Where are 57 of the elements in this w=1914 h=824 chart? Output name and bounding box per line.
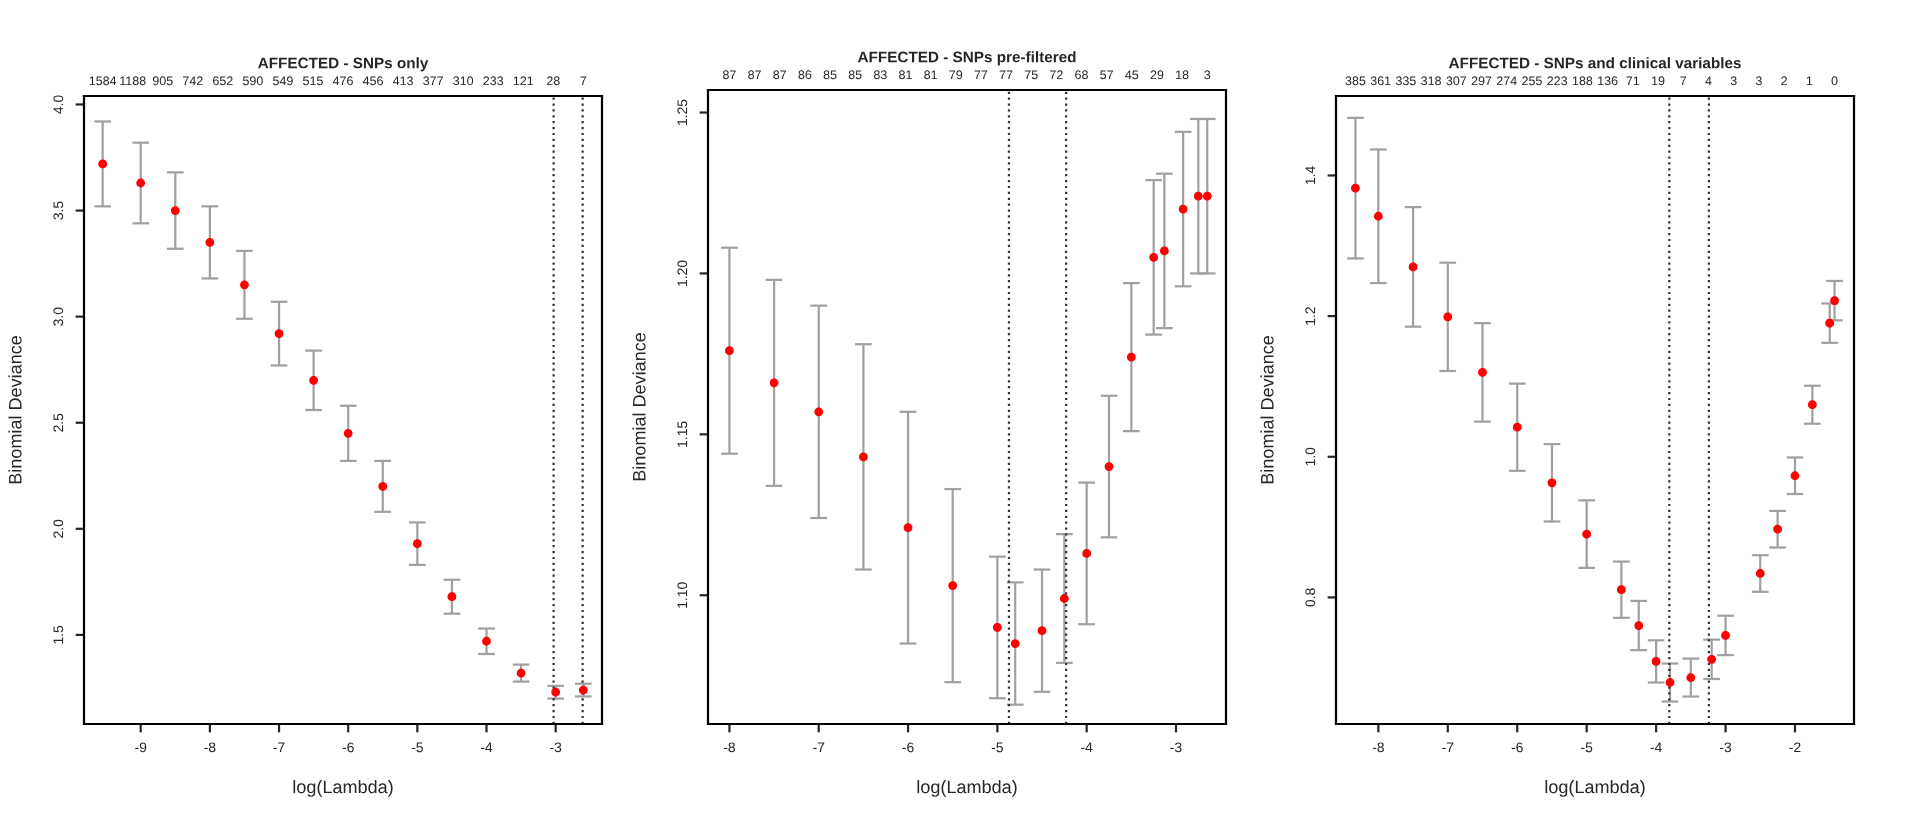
point xyxy=(274,329,284,339)
point xyxy=(1634,621,1644,630)
point xyxy=(1807,400,1817,410)
point xyxy=(948,581,958,591)
point xyxy=(1721,631,1730,640)
point xyxy=(1665,678,1675,687)
y-axis-title: Binomial Deviance xyxy=(1260,336,1274,484)
point xyxy=(1149,252,1159,262)
x-axis-title: log(Lambda) xyxy=(293,780,393,797)
point xyxy=(725,346,734,356)
y-axis-title: Binomial Deviance xyxy=(632,333,646,481)
point xyxy=(1830,296,1839,306)
point xyxy=(343,428,353,438)
point xyxy=(1790,471,1800,481)
point xyxy=(1616,585,1626,595)
point xyxy=(1547,478,1557,488)
point xyxy=(1104,462,1114,471)
point xyxy=(1010,639,1020,648)
point xyxy=(447,592,457,602)
point xyxy=(309,375,318,385)
point xyxy=(482,636,491,646)
y-axis-title: Binomial Deviance xyxy=(8,336,22,484)
point xyxy=(1126,352,1136,362)
point xyxy=(1582,529,1592,539)
point xyxy=(769,378,779,388)
point xyxy=(1707,654,1717,664)
point xyxy=(992,623,1002,632)
point xyxy=(412,539,422,549)
point xyxy=(859,452,868,462)
point xyxy=(1755,569,1765,578)
point xyxy=(1825,318,1835,328)
point xyxy=(1037,626,1047,636)
point xyxy=(1193,191,1203,201)
point xyxy=(1773,524,1783,534)
point xyxy=(98,159,108,169)
point xyxy=(814,407,824,417)
x-axis-title: log(Lambda) xyxy=(917,780,1017,797)
point xyxy=(1082,549,1092,558)
point xyxy=(378,481,388,491)
point xyxy=(205,238,215,247)
point xyxy=(1512,422,1522,432)
point xyxy=(1478,367,1487,377)
point xyxy=(1443,312,1453,322)
point xyxy=(136,178,146,188)
point xyxy=(903,523,913,533)
point xyxy=(1178,204,1188,214)
x-axis-title: log(Lambda) xyxy=(1545,780,1645,797)
point xyxy=(1159,246,1169,256)
point xyxy=(1408,262,1418,272)
point xyxy=(1373,211,1383,221)
point xyxy=(1202,191,1212,201)
point xyxy=(1686,673,1696,682)
point xyxy=(1059,594,1069,603)
point xyxy=(240,280,249,290)
point xyxy=(1351,183,1360,193)
point xyxy=(170,206,180,215)
point xyxy=(1651,657,1661,666)
